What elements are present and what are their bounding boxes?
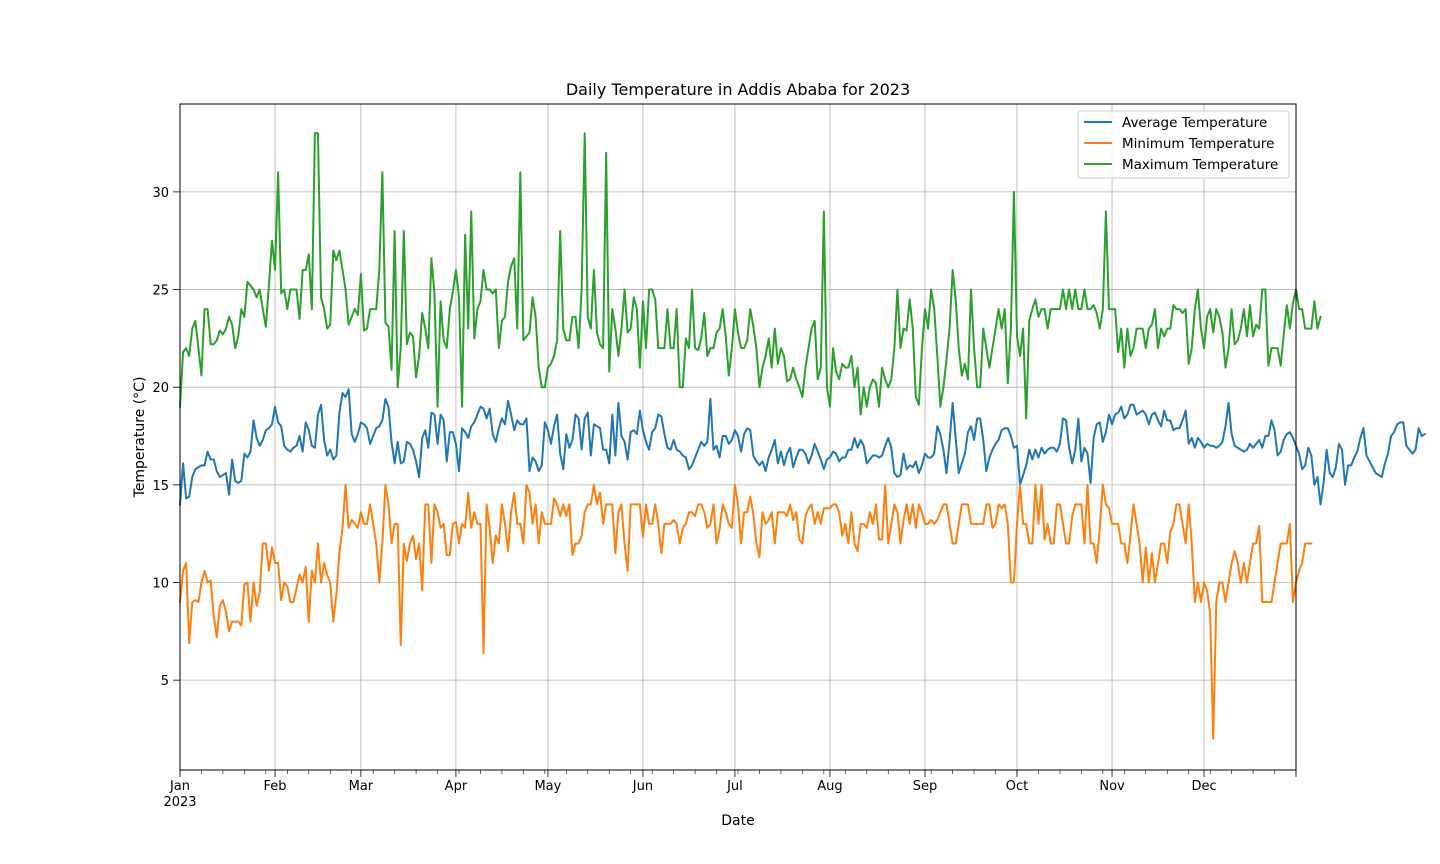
axis-ticks: Jan Feb Mar Apr May Jun Jul Aug Sep Oct Nov Dec 5 10 1… (152, 186, 1297, 794)
chart-title: Daily Temperature in Addis Ababa for 202… (566, 80, 910, 99)
x-tick-label: Mar (349, 779, 374, 794)
x-tick-label: Sep (913, 779, 938, 794)
series-line-maximum-temperature (178, 132, 1322, 420)
y-tick-label: 20 (152, 381, 169, 396)
y-tick-label: 30 (152, 186, 169, 201)
legend-label: Minimum Temperature (1122, 136, 1274, 152)
series-line-minimum-temperature (178, 483, 1313, 740)
series-line-average-temperature (178, 388, 1427, 506)
x-tick-label: May (534, 779, 561, 794)
grid-lines (179, 104, 1296, 770)
x-year-label: 2023 (163, 795, 196, 810)
x-axis-title: Date (721, 813, 754, 829)
x-tick-label: Dec (1191, 779, 1216, 794)
legend-label: Average Temperature (1122, 115, 1267, 131)
legend: Average Temperature Minimum Temperature Ma… (1077, 110, 1290, 179)
legend-label: Maximum Temperature (1122, 157, 1278, 173)
y-tick-label: 25 (152, 284, 169, 299)
y-tick-label: 5 (161, 674, 169, 689)
x-tick-label: Apr (445, 779, 468, 794)
x-tick-label: Jul (726, 779, 743, 794)
x-tick-label: Aug (817, 779, 842, 794)
x-tick-label: Feb (264, 779, 287, 794)
x-tick-label: Jan (169, 779, 190, 794)
y-tick-label: 10 (152, 577, 169, 592)
x-tick-label: Nov (1099, 779, 1125, 794)
x-tick-label: Jun (632, 779, 653, 794)
legend-box (1077, 110, 1290, 179)
series-lines (178, 132, 1427, 740)
y-tick-label: 15 (152, 479, 169, 494)
x-tick-label: Oct (1006, 779, 1028, 794)
y-axis-title: Temperature (°C) (132, 377, 148, 499)
